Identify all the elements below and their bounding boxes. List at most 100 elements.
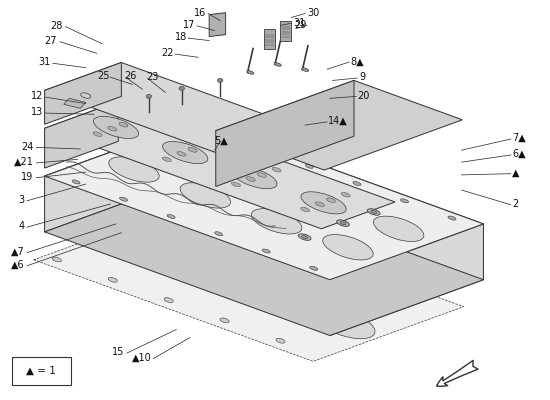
Ellipse shape <box>232 182 240 187</box>
Text: 14▲: 14▲ <box>328 116 348 126</box>
Text: 6▲: 6▲ <box>512 149 526 159</box>
Polygon shape <box>330 224 483 336</box>
Ellipse shape <box>341 192 350 197</box>
Text: ▲21: ▲21 <box>14 157 34 167</box>
Text: 28: 28 <box>50 21 63 31</box>
Polygon shape <box>45 62 293 152</box>
Text: 23: 23 <box>146 72 158 82</box>
Ellipse shape <box>217 78 223 82</box>
Ellipse shape <box>93 132 102 136</box>
Ellipse shape <box>247 71 254 74</box>
Ellipse shape <box>317 310 375 339</box>
Text: 16: 16 <box>194 8 206 18</box>
Polygon shape <box>209 13 226 36</box>
Ellipse shape <box>188 148 197 152</box>
Text: ▲: ▲ <box>512 168 520 178</box>
Text: 17: 17 <box>183 20 195 30</box>
Ellipse shape <box>163 142 208 164</box>
Ellipse shape <box>246 177 255 181</box>
Ellipse shape <box>180 183 230 208</box>
Ellipse shape <box>119 197 128 201</box>
Ellipse shape <box>301 68 309 72</box>
Ellipse shape <box>403 292 411 297</box>
Ellipse shape <box>258 147 266 151</box>
Ellipse shape <box>72 180 80 184</box>
Ellipse shape <box>119 122 128 127</box>
Text: 27: 27 <box>45 36 57 46</box>
Ellipse shape <box>400 199 409 203</box>
Ellipse shape <box>301 192 346 214</box>
Ellipse shape <box>373 216 424 242</box>
Ellipse shape <box>81 93 91 98</box>
Ellipse shape <box>177 152 186 156</box>
Text: 26: 26 <box>124 72 136 82</box>
Ellipse shape <box>371 210 377 214</box>
Text: ▲7: ▲7 <box>10 247 24 257</box>
Ellipse shape <box>203 142 212 147</box>
Ellipse shape <box>109 157 160 182</box>
Polygon shape <box>216 80 354 186</box>
Ellipse shape <box>167 214 175 218</box>
Text: 5▲: 5▲ <box>214 136 228 146</box>
Ellipse shape <box>290 252 300 256</box>
Polygon shape <box>264 28 275 48</box>
Text: ▲10: ▲10 <box>132 352 152 362</box>
Text: 31: 31 <box>293 18 305 28</box>
Ellipse shape <box>272 167 281 172</box>
Polygon shape <box>34 205 464 361</box>
Ellipse shape <box>177 259 235 288</box>
Text: 8▲: 8▲ <box>351 56 364 66</box>
Ellipse shape <box>94 116 139 138</box>
Ellipse shape <box>262 249 270 253</box>
Ellipse shape <box>210 130 218 134</box>
Ellipse shape <box>162 157 172 162</box>
Polygon shape <box>45 176 483 336</box>
Ellipse shape <box>251 209 302 234</box>
Ellipse shape <box>337 220 349 226</box>
Ellipse shape <box>214 232 223 236</box>
Ellipse shape <box>305 164 313 168</box>
Ellipse shape <box>276 338 285 343</box>
Text: 4: 4 <box>18 221 24 231</box>
Ellipse shape <box>232 167 277 189</box>
Polygon shape <box>280 21 292 40</box>
Ellipse shape <box>146 94 152 98</box>
Ellipse shape <box>310 266 318 270</box>
Ellipse shape <box>134 117 142 122</box>
Polygon shape <box>216 80 463 170</box>
Text: 31: 31 <box>38 58 50 68</box>
Text: 9: 9 <box>359 72 365 82</box>
Ellipse shape <box>179 86 184 90</box>
Polygon shape <box>45 120 198 232</box>
Text: ▲6: ▲6 <box>10 260 24 270</box>
Ellipse shape <box>220 318 229 323</box>
Ellipse shape <box>274 63 281 66</box>
Polygon shape <box>45 102 118 168</box>
Ellipse shape <box>164 298 173 302</box>
Ellipse shape <box>247 284 305 313</box>
Text: 15: 15 <box>112 347 124 357</box>
Ellipse shape <box>179 211 188 216</box>
Text: 2: 2 <box>512 199 518 209</box>
Ellipse shape <box>108 126 117 131</box>
Text: 25: 25 <box>97 72 109 82</box>
Ellipse shape <box>315 202 324 206</box>
Ellipse shape <box>298 234 311 240</box>
Ellipse shape <box>52 257 62 262</box>
Ellipse shape <box>301 236 307 238</box>
Text: 20: 20 <box>358 90 370 100</box>
Ellipse shape <box>301 207 310 212</box>
Ellipse shape <box>235 232 244 236</box>
Text: 22: 22 <box>161 48 173 58</box>
Text: 3: 3 <box>18 195 24 205</box>
Text: 7▲: 7▲ <box>512 133 526 143</box>
Text: 18: 18 <box>175 32 187 42</box>
Ellipse shape <box>346 272 356 277</box>
Polygon shape <box>64 98 86 108</box>
Text: 24: 24 <box>21 142 34 152</box>
Ellipse shape <box>160 138 210 164</box>
Ellipse shape <box>367 209 380 215</box>
Text: 19: 19 <box>21 172 34 182</box>
Text: 29: 29 <box>294 20 307 30</box>
Polygon shape <box>45 120 483 280</box>
